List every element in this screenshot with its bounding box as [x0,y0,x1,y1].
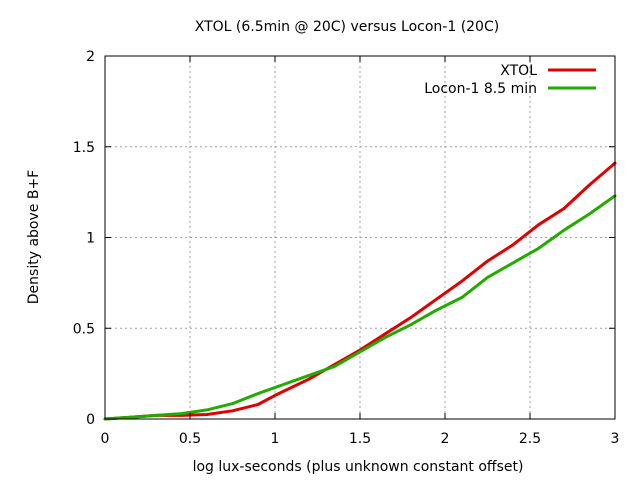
y-tick-label: 0 [86,412,95,428]
y-tick-label: 1 [86,231,95,247]
legend-label: XTOL [500,63,537,79]
legend-label: Locon-1 8.5 min [424,81,537,97]
ticks: 0 0.5 1 1.5 2 2.5 3 0 0.5 1 1.5 2 [73,49,620,447]
x-tick-label: 3 [611,431,620,447]
x-tick-label: 0 [101,431,110,447]
y-tick-label: 1.5 [73,140,95,156]
y-axis-label: Density above B+F [26,170,42,304]
legend: XTOL Locon-1 8.5 min [424,63,596,97]
grid [105,56,615,419]
x-tick-label: 2.5 [519,431,541,447]
y-tick-label: 0.5 [73,321,95,337]
x-tick-label: 2 [441,431,450,447]
y-tick-label: 2 [86,49,95,65]
x-tick-label: 0.5 [179,431,201,447]
x-tick-label: 1 [271,431,280,447]
series-line-locon-1 [103,194,617,421]
chart-title: XTOL (6.5min @ 20C) versus Locon-1 (20C) [195,19,499,35]
x-tick-label: 1.5 [349,431,371,447]
x-axis-label: log lux-seconds (plus unknown constant o… [193,459,524,475]
